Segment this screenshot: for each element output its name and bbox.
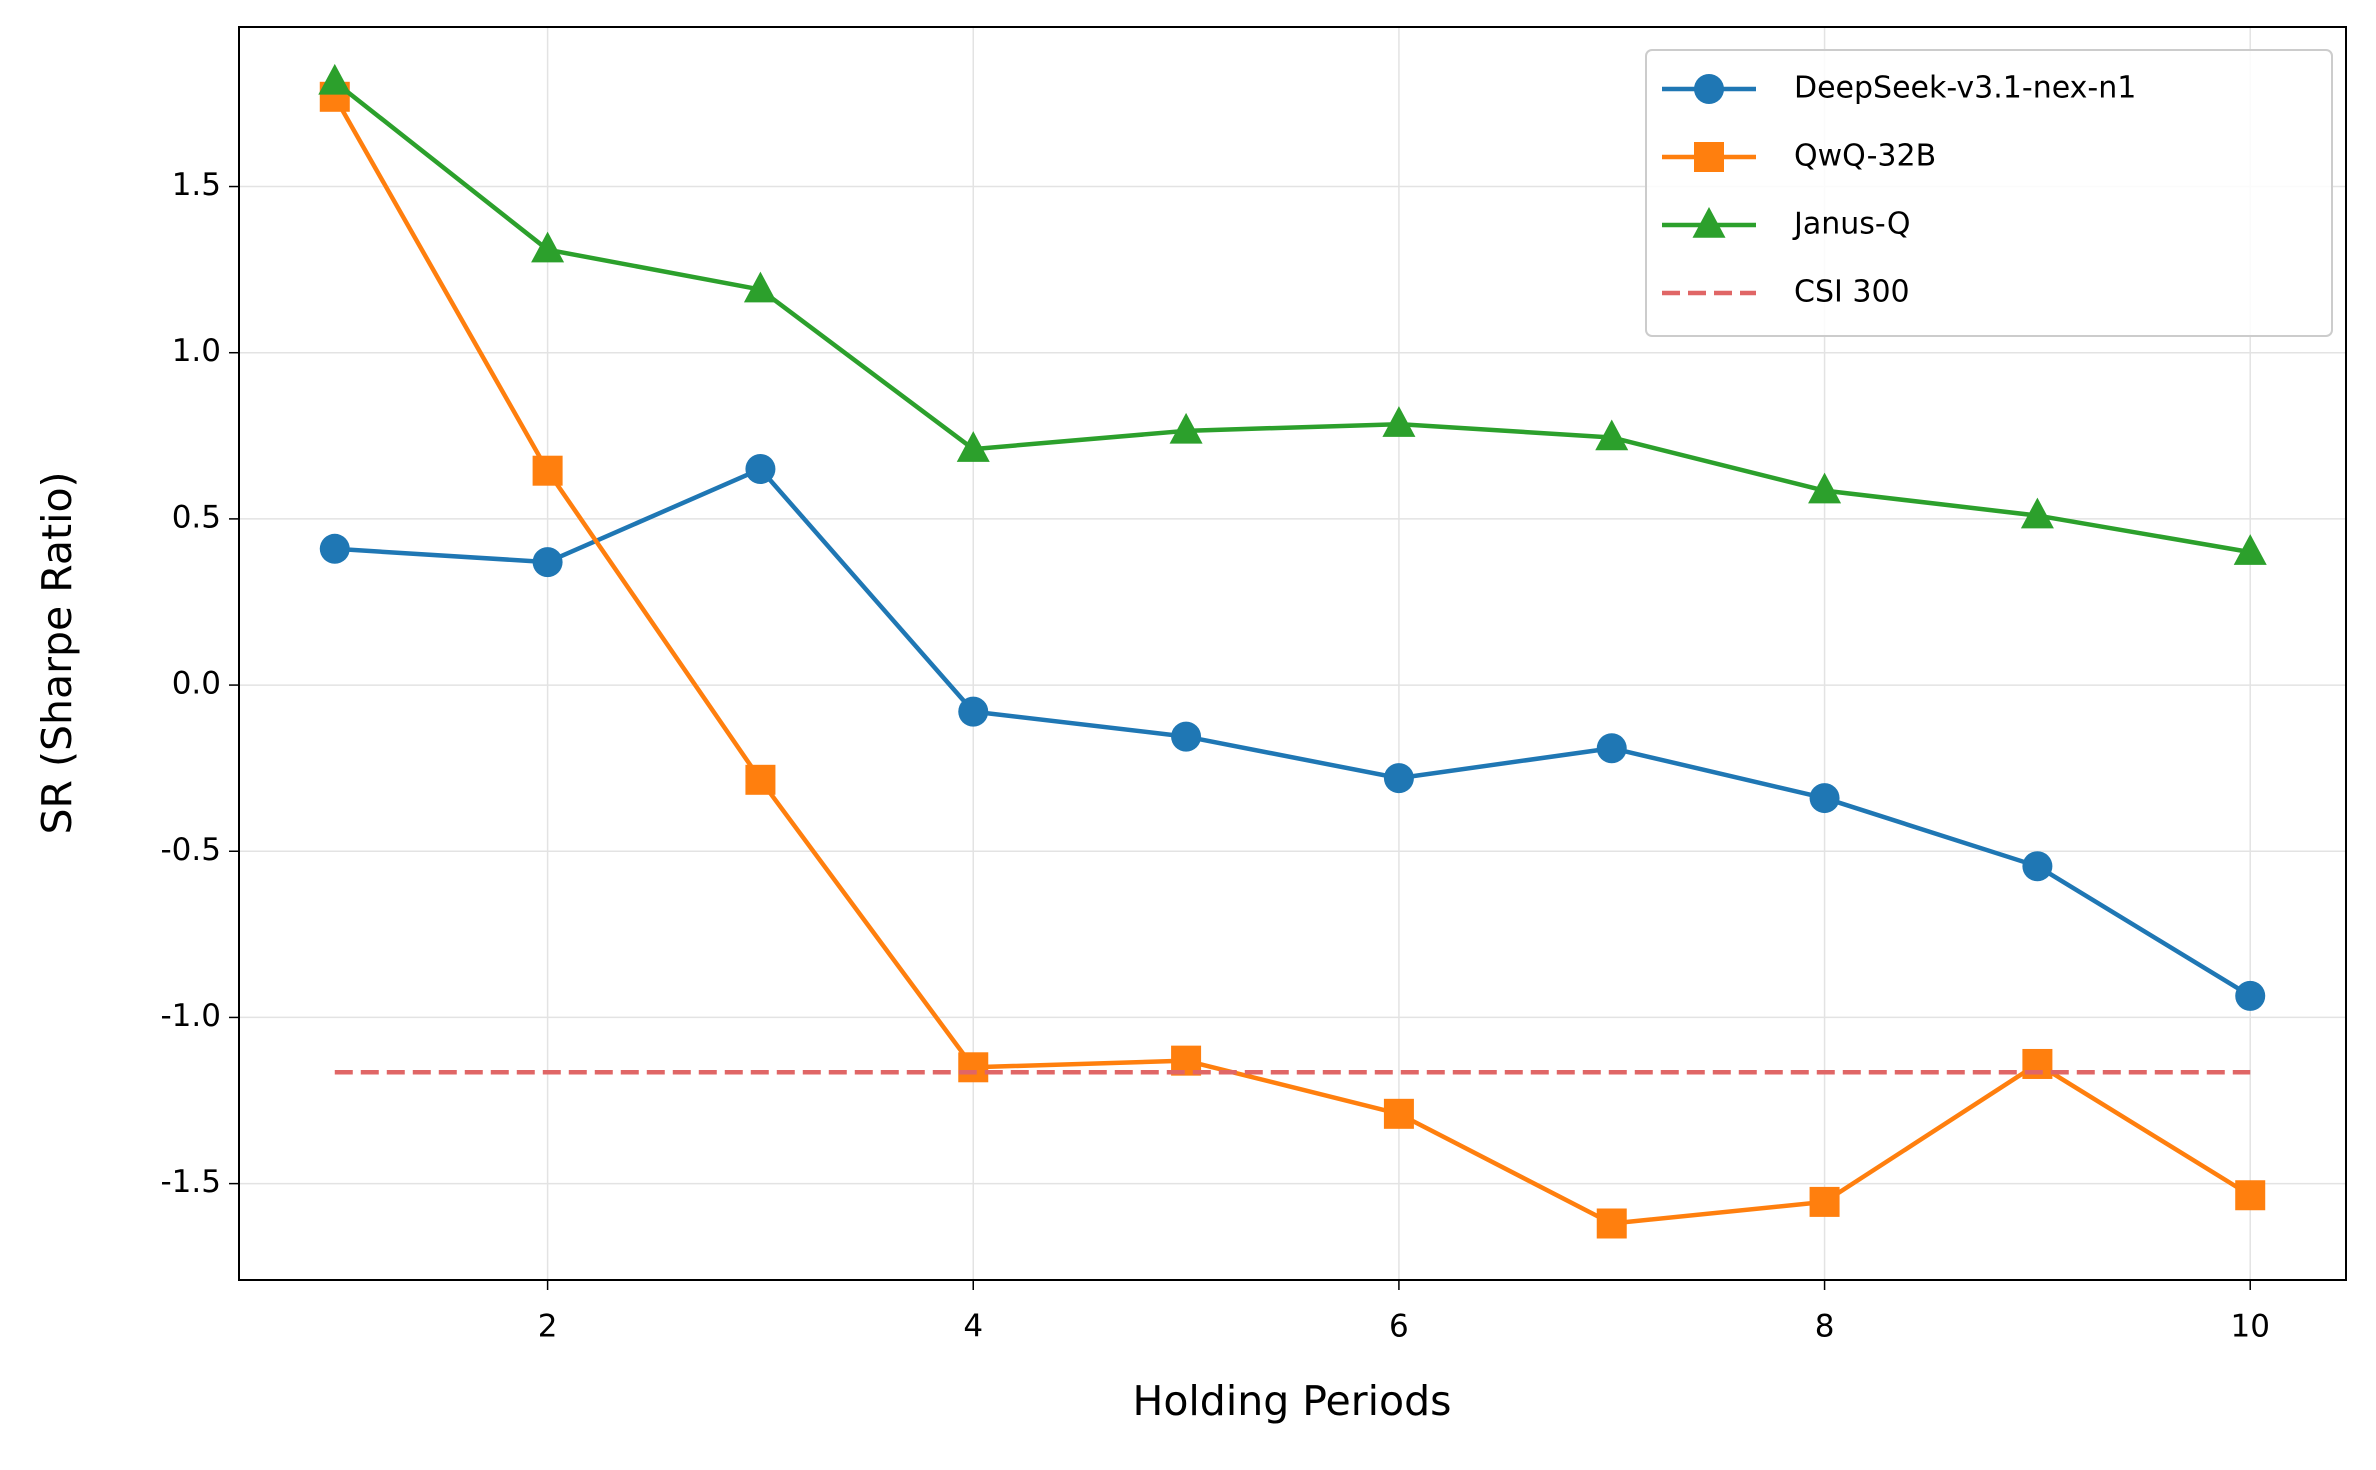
legend-box <box>1645 49 2333 337</box>
marker <box>2022 851 2053 882</box>
marker <box>2235 1180 2266 1211</box>
marker <box>1171 721 1202 752</box>
marker <box>1595 419 1629 451</box>
marker <box>318 63 352 95</box>
series-line <box>332 95 2252 1226</box>
y-tick-label: 1.5 <box>172 167 221 203</box>
marker <box>745 764 776 795</box>
y-tick-label: 1.0 <box>172 333 221 369</box>
marker <box>532 455 563 486</box>
x-tick-label: 4 <box>963 1309 983 1345</box>
marker <box>1382 406 1416 437</box>
marker <box>745 454 776 485</box>
x-tick-label: 6 <box>1389 1309 1409 1345</box>
marker <box>531 231 565 263</box>
y-axis-label: SR (Sharpe Ratio) <box>33 471 81 834</box>
marker <box>319 533 350 564</box>
x-axis-label: Holding Periods <box>1133 1377 1452 1425</box>
series <box>318 63 2267 565</box>
legend-marker <box>1694 142 1724 172</box>
y-tick-label: 0.5 <box>172 499 221 535</box>
legend: DeepSeek-v3.1-nex-n1 QwQ-32B Janus-Q CSI 30… <box>1645 49 2333 337</box>
legend-label: QwQ-32B <box>1794 139 1936 174</box>
x-tick-label: 2 <box>538 1309 558 1345</box>
series-line <box>334 466 2252 998</box>
x-tick-label: 8 <box>1815 1309 1835 1345</box>
series-line <box>333 80 2251 555</box>
marker <box>1383 763 1414 794</box>
legend-marker <box>1692 207 1726 238</box>
marker <box>2235 980 2266 1011</box>
marker <box>956 431 990 462</box>
marker <box>1169 412 1203 444</box>
marker <box>2233 534 2267 565</box>
marker <box>1596 733 1627 764</box>
y-tick-label: -1.5 <box>161 1164 222 1200</box>
x-tick-label: 10 <box>2231 1309 2270 1345</box>
marker <box>2020 497 2054 529</box>
marker <box>1808 472 1842 504</box>
series <box>319 454 2266 1011</box>
legend-label: DeepSeek-v3.1-nex-n1 <box>1794 71 2136 106</box>
legend-marker <box>1694 74 1724 104</box>
marker <box>532 547 563 578</box>
series <box>319 81 2266 1239</box>
marker <box>1809 1186 1840 1217</box>
marker <box>958 1052 989 1083</box>
marker <box>1809 783 1840 814</box>
marker <box>958 696 989 727</box>
y-tick-label: -0.5 <box>161 832 222 868</box>
y-tick-label: 0.0 <box>172 666 221 702</box>
legend-label: CSI 300 <box>1794 275 1910 310</box>
plot-frame <box>238 26 2347 1281</box>
marker <box>1383 1098 1414 1129</box>
marker <box>743 271 777 303</box>
y-tick-label: -1.0 <box>161 998 222 1034</box>
legend-label: Janus-Q <box>1792 207 1910 242</box>
marker <box>1596 1208 1627 1239</box>
